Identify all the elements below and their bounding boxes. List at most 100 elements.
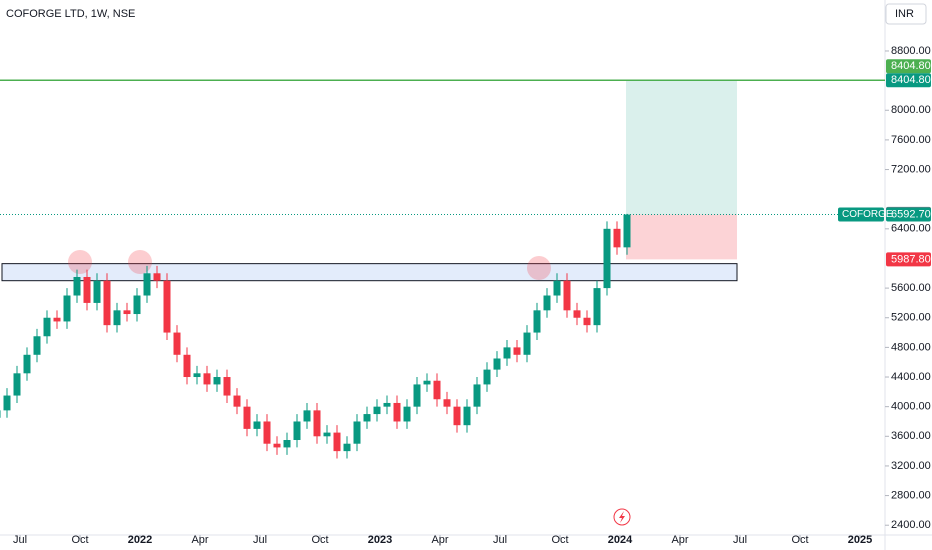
candle-body xyxy=(403,406,411,422)
x-tick-label: Jul xyxy=(733,534,747,546)
y-tick-label: 8800.00 xyxy=(891,45,931,57)
candle-body xyxy=(203,373,211,385)
x-tick-label: Jul xyxy=(13,534,27,546)
candle-body xyxy=(103,280,111,326)
peak-highlight xyxy=(68,250,92,274)
candle-body xyxy=(13,373,21,396)
x-tick-label: 2022 xyxy=(128,534,152,546)
candle-body xyxy=(503,347,511,359)
y-tick-label: 5600.00 xyxy=(891,282,931,294)
peak-highlight xyxy=(527,256,551,280)
candle-body xyxy=(573,310,581,318)
stop-zone xyxy=(626,214,737,260)
candle-body xyxy=(43,317,51,337)
candle-body xyxy=(603,228,611,289)
candle-body xyxy=(243,406,251,429)
symbol-box xyxy=(838,207,884,222)
y-tick-label: 2400.00 xyxy=(891,519,931,531)
stop-label-box xyxy=(886,252,931,267)
candle-body xyxy=(533,310,541,333)
candle-body xyxy=(313,410,321,437)
candle-body xyxy=(373,406,381,415)
event-icon-bolt xyxy=(619,511,625,523)
candle-body xyxy=(473,384,481,407)
candle-body xyxy=(433,380,441,400)
candle-body xyxy=(253,421,261,429)
candle-body xyxy=(283,440,291,448)
stop-label: 5987.80 xyxy=(891,253,931,265)
y-tick-label: 8000.00 xyxy=(891,104,931,116)
candle-body xyxy=(183,354,191,378)
candle-body xyxy=(193,373,201,378)
candle-body xyxy=(163,280,171,333)
candle-body xyxy=(393,402,401,422)
candle-body xyxy=(133,295,141,315)
candle-body xyxy=(443,399,451,407)
last-label-box xyxy=(886,207,931,222)
candle-body xyxy=(113,310,121,326)
candle-body xyxy=(83,276,91,303)
currency: INR xyxy=(895,8,914,20)
candle-body xyxy=(323,432,331,437)
target-zone xyxy=(626,80,737,215)
candle-body xyxy=(263,421,271,444)
candle-body xyxy=(333,432,341,452)
candle-body xyxy=(463,406,471,426)
x-tick-label: 2025 xyxy=(848,534,872,546)
candle-body xyxy=(63,295,71,322)
candle-body xyxy=(423,380,431,385)
candle-body xyxy=(413,384,421,407)
candle-body xyxy=(623,214,631,248)
x-tick-label: Apr xyxy=(431,534,448,546)
target-label-axis-box xyxy=(886,73,931,88)
candle-body xyxy=(383,402,391,407)
candle-body xyxy=(123,310,131,315)
target-label-box xyxy=(886,59,931,74)
x-tick-label: Oct xyxy=(311,534,328,546)
candle-body xyxy=(213,377,221,385)
candle-body xyxy=(303,410,311,422)
y-tick-label: 7600.00 xyxy=(891,134,931,146)
candle-body xyxy=(493,358,501,370)
candle-body xyxy=(453,406,461,426)
candle-body xyxy=(73,276,81,296)
candle-body xyxy=(613,228,621,248)
x-tick-label: Jul xyxy=(493,534,507,546)
candle-body xyxy=(153,273,161,281)
candle-body xyxy=(53,317,61,322)
x-tick-label: Oct xyxy=(71,534,88,546)
y-tick-label: 4000.00 xyxy=(891,401,931,413)
symbol-label: COFORGE xyxy=(842,209,893,220)
candle-body xyxy=(93,280,101,303)
candle-body xyxy=(273,443,281,448)
candle-body xyxy=(563,280,571,311)
candle-body xyxy=(593,288,601,326)
x-tick-label: Apr xyxy=(671,534,688,546)
candle-body xyxy=(23,354,31,374)
candle-body xyxy=(543,295,551,311)
x-tick-label: Oct xyxy=(791,534,808,546)
candle-body xyxy=(293,421,301,441)
currency-box[interactable] xyxy=(885,3,927,25)
candle-body xyxy=(523,332,531,355)
y-tick-label: 3600.00 xyxy=(891,430,931,442)
y-tick-label: 6400.00 xyxy=(891,223,931,235)
candle-body xyxy=(353,421,361,444)
candle-body xyxy=(173,332,181,355)
y-tick-label: 2800.00 xyxy=(891,489,931,501)
x-tick-label: Apr xyxy=(191,534,208,546)
candle-body xyxy=(223,377,231,396)
candle-body xyxy=(343,443,351,452)
x-tick-label: Jul xyxy=(253,534,267,546)
resistance-zone xyxy=(1,263,738,282)
target-label-axis: 8404.80 xyxy=(891,74,931,86)
candle-body xyxy=(513,347,521,355)
y-tick-label: 5200.00 xyxy=(891,312,931,324)
candle-body xyxy=(3,395,11,411)
x-tick-label: 2023 xyxy=(368,534,392,546)
candle-body xyxy=(233,395,241,407)
candle-body xyxy=(0,410,1,418)
y-tick-label: 4800.00 xyxy=(891,341,931,353)
candle-body xyxy=(583,317,591,326)
